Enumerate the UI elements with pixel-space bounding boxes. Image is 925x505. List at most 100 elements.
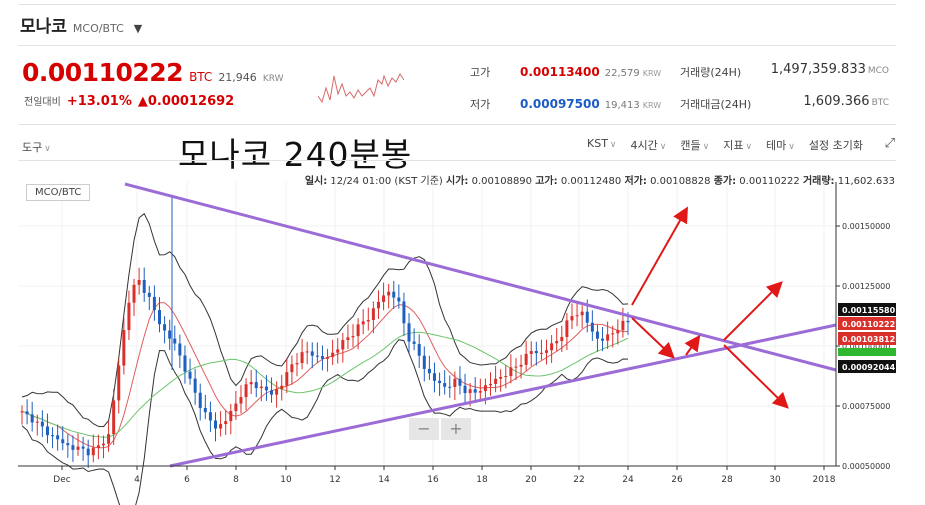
x-tick-label: 6 bbox=[184, 475, 190, 485]
ohlc-high-label: 고가: bbox=[535, 176, 558, 187]
x-tick-label: 26 bbox=[671, 475, 683, 485]
candle-body bbox=[519, 364, 523, 367]
candle-body bbox=[56, 435, 60, 440]
change-percent: +13.01% bbox=[66, 94, 132, 109]
candle-body bbox=[412, 341, 416, 344]
candle-body bbox=[468, 389, 472, 394]
low-krw-unit: KRW bbox=[642, 101, 662, 110]
candle-body bbox=[219, 424, 223, 429]
top-divider bbox=[18, 4, 896, 5]
chevron-down-icon[interactable]: ▼ bbox=[133, 22, 143, 35]
chevron-down-icon: ∨ bbox=[788, 142, 795, 152]
candle-body bbox=[473, 389, 477, 393]
candle-body bbox=[376, 301, 380, 309]
candle-body bbox=[290, 364, 294, 373]
ohlc-vol: 11,602.633 bbox=[837, 176, 895, 187]
zoom-in-button[interactable]: + bbox=[441, 418, 471, 440]
price-tag-label: 0.00115580 bbox=[842, 306, 896, 315]
tools-menu[interactable]: 도구 ∨ bbox=[22, 139, 51, 155]
candle-body bbox=[427, 368, 431, 374]
candle-body bbox=[163, 324, 167, 331]
candle-body bbox=[601, 338, 605, 341]
candle-body bbox=[66, 443, 70, 446]
candle-body bbox=[570, 316, 574, 321]
candle-body bbox=[616, 330, 620, 334]
expand-icon[interactable]: ⤢ bbox=[884, 136, 895, 151]
toolbar-interval[interactable]: 4시간 ∨ bbox=[631, 137, 667, 153]
toolbar-reset[interactable]: 설정 초기화 bbox=[808, 139, 863, 152]
x-tick-label: 24 bbox=[622, 475, 634, 485]
coin-pair: MCO/BTC bbox=[72, 22, 124, 35]
chevron-down-icon: ∨ bbox=[44, 144, 51, 154]
candle-body bbox=[550, 343, 554, 351]
candle-body bbox=[117, 365, 121, 401]
candle-body bbox=[356, 324, 360, 337]
candle-body bbox=[422, 355, 426, 369]
toolbar-candle[interactable]: 캔들 ∨ bbox=[680, 137, 709, 153]
bollinger-lower bbox=[21, 339, 629, 505]
stat-low: 저가 0.00097500 19,413 KRW bbox=[470, 96, 661, 112]
candle-body bbox=[51, 435, 55, 437]
price-tags: 0.00115580 0.00110222 0.00103812 0.00092044 bbox=[838, 303, 896, 373]
candle-body bbox=[590, 322, 594, 332]
price-tag-label: 0.00092044 bbox=[842, 363, 896, 372]
candle-body bbox=[509, 367, 513, 377]
candle-body bbox=[35, 421, 39, 423]
ohlc-info: 일시: 12/24 01:00 (KST 기준) 시가: 0.00108890 … bbox=[305, 172, 895, 187]
pair-badge: MCO/BTC bbox=[26, 184, 91, 201]
candle-body bbox=[371, 308, 375, 321]
candle-body bbox=[157, 310, 161, 325]
candle-body bbox=[234, 403, 238, 412]
toolbar-kst[interactable]: KST ∨ bbox=[587, 137, 617, 153]
candle-body bbox=[112, 400, 116, 435]
price-tag-green bbox=[838, 348, 896, 356]
candle-body bbox=[193, 378, 197, 393]
x-tick-label: 22 bbox=[573, 475, 584, 485]
x-tick-label: 16 bbox=[427, 475, 439, 485]
red-arrow bbox=[723, 281, 783, 341]
current-price: 0.00110222 BTC 21,946 KRW bbox=[22, 58, 284, 87]
candle-body bbox=[20, 411, 24, 413]
trendline-upper bbox=[124, 182, 837, 372]
price-tag-label: 0.00103812 bbox=[842, 335, 895, 344]
high-label: 고가 bbox=[470, 66, 491, 79]
toolbar-theme[interactable]: 테마 ∨ bbox=[766, 137, 795, 153]
candle-body bbox=[320, 356, 324, 359]
ohlc-date-label: 일시: bbox=[304, 176, 328, 187]
price-tag-bg bbox=[838, 317, 896, 330]
candle-body bbox=[183, 355, 187, 372]
candle-body bbox=[310, 351, 314, 356]
zoom-out-button[interactable]: − bbox=[409, 418, 439, 440]
candle-body bbox=[86, 448, 90, 456]
toolbar-indicator[interactable]: 지표 ∨ bbox=[723, 137, 752, 153]
candle-body bbox=[351, 336, 355, 338]
candle-body bbox=[275, 389, 279, 395]
candle-body bbox=[71, 445, 75, 450]
coin-selector[interactable]: 모나코 MCO/BTC ▼ bbox=[20, 12, 142, 37]
stat-high: 고가 0.00113400 22,579 KRW bbox=[470, 64, 661, 80]
candle-body bbox=[626, 320, 630, 323]
price-tag-label: 0.00110222 bbox=[842, 320, 895, 329]
y-tick-label: 0.00050000 bbox=[842, 462, 890, 471]
price-tag-bg bbox=[838, 332, 896, 345]
candle-body bbox=[585, 311, 589, 323]
coin-name: 모나코 bbox=[20, 17, 67, 37]
toolbar-theme-label: 테마 bbox=[766, 139, 787, 152]
candle-body bbox=[76, 446, 80, 450]
amount-number: 1,609.366 bbox=[803, 94, 870, 109]
candle-body bbox=[463, 385, 467, 394]
candle-body bbox=[443, 383, 447, 387]
candle-body bbox=[127, 302, 131, 331]
candle-body bbox=[203, 407, 207, 413]
volume-label: 거래량(24H) bbox=[680, 66, 742, 79]
volume-value: 1,497,359.833 MCO bbox=[771, 62, 889, 77]
candle-body bbox=[387, 291, 391, 296]
x-tick-label: 4 bbox=[134, 475, 140, 485]
candle-body bbox=[483, 385, 487, 392]
candle-body bbox=[524, 353, 528, 365]
candle-body bbox=[458, 378, 462, 386]
candle-body bbox=[254, 382, 258, 389]
candle-body bbox=[40, 421, 44, 427]
candle-body bbox=[448, 386, 452, 388]
